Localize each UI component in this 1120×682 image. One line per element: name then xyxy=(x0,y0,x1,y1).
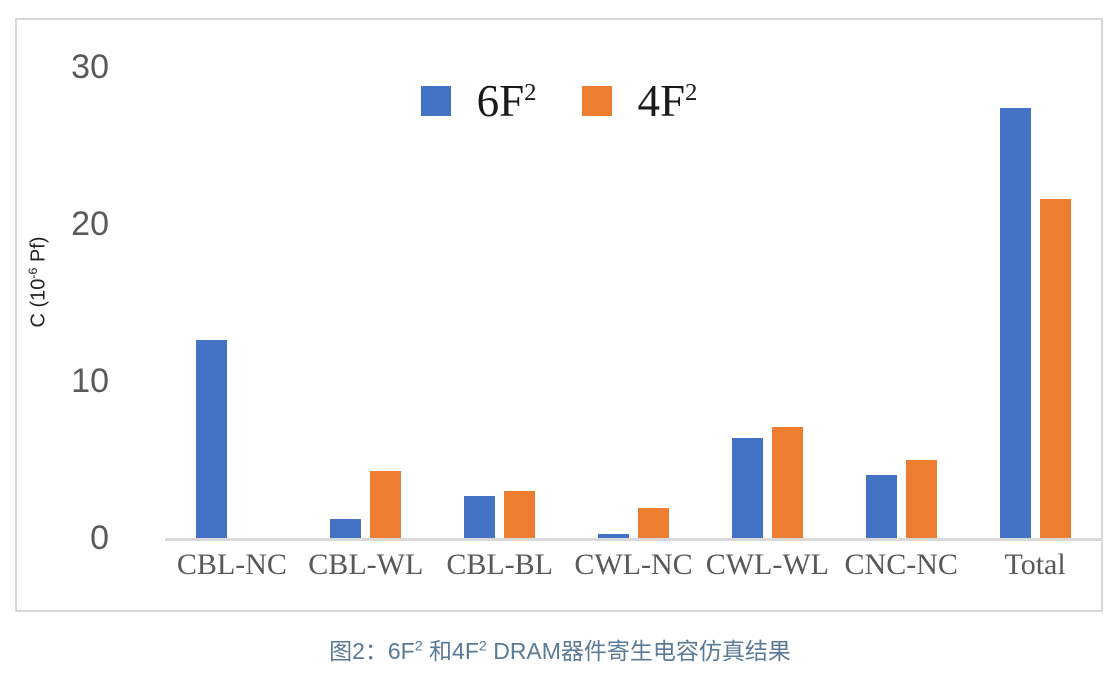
bar-group-total xyxy=(968,36,1102,538)
caption-sup-1: 2 xyxy=(414,638,423,655)
legend-swatch-6f2 xyxy=(420,86,451,116)
x-category-label-cnc-nc: CNC-NC xyxy=(844,548,958,581)
bar-group-cbl-bl xyxy=(433,36,567,538)
bar-group-cwl-nc xyxy=(567,36,701,538)
figure-caption: 图2：6F2 和4F2 DRAM器件寄生电容仿真结果 xyxy=(0,638,1120,666)
bar-4f2-cwl-wl xyxy=(771,426,803,538)
caption-suffix: DRAM器件寄生电容仿真结果 xyxy=(486,638,791,664)
bar-4f2-cwl-nc xyxy=(638,508,669,538)
x-axis-labels: CBL-NC CBL-WL CBL-BL CWL-NC CWL-WL CNC-NC Tota… xyxy=(165,548,1102,581)
x-category-label-cbl-wl: CBL-WL xyxy=(308,548,424,581)
bar-6f2-total xyxy=(999,108,1031,538)
bar-4f2-cbl-bl xyxy=(504,490,536,538)
y-tick-label-10: 10 xyxy=(71,362,109,401)
bar-4f2-cbl-wl xyxy=(370,470,402,538)
caption-prefix: 图2：6F xyxy=(329,638,415,664)
x-category-label-total: Total xyxy=(1004,548,1066,581)
legend-item-6f2: 6F2 xyxy=(420,75,537,126)
bar-6f2-cwl-wl xyxy=(731,437,763,538)
y-axis-title-unit: Pf) xyxy=(27,236,50,268)
plot-area xyxy=(165,36,1102,541)
y-axis-title-text: C (10 xyxy=(27,278,50,328)
bar-group-cbl-nc xyxy=(165,36,299,538)
legend-label: 4F2 xyxy=(637,75,698,126)
y-axis-title: C (10-6 Pf) xyxy=(26,197,52,367)
x-category-label-cbl-bl: CBL-BL xyxy=(446,548,553,581)
legend-item-4f2: 4F2 xyxy=(581,75,698,126)
caption-sup-2: 2 xyxy=(478,638,487,655)
bar-6f2-cbl-wl xyxy=(330,519,362,538)
y-tick-label-20: 20 xyxy=(71,205,109,244)
caption-mid: 和4F xyxy=(422,638,479,664)
x-category-label-cwl-nc: CWL-NC xyxy=(574,548,693,581)
legend-swatch-4f2 xyxy=(581,86,612,116)
bar-group-cwl-wl xyxy=(700,36,834,538)
bar-4f2-cnc-nc xyxy=(905,459,937,538)
legend-label: 6F2 xyxy=(476,75,537,126)
bar-group-cnc-nc xyxy=(834,36,968,538)
bar-6f2-cbl-nc xyxy=(196,340,228,538)
y-tick-label-0: 0 xyxy=(90,519,109,557)
x-category-label-cwl-wl: CWL-WL xyxy=(705,548,829,581)
chart-legend: 6F2 4F2 xyxy=(17,78,1101,124)
y-tick-label-30: 30 xyxy=(71,48,109,87)
chart-frame: 6F2 4F2 C (10-6 Pf) 0 10 20 30 CBL-NC CBL-WL C… xyxy=(15,18,1103,612)
bar-group-cbl-wl xyxy=(299,36,433,538)
bar-6f2-cwl-nc xyxy=(598,534,629,538)
bar-4f2-total xyxy=(1039,199,1071,538)
bar-6f2-cbl-bl xyxy=(464,495,496,538)
y-axis-title-exponent: -6 xyxy=(26,267,40,279)
bar-6f2-cnc-nc xyxy=(865,475,897,538)
x-category-label-cbl-nc: CBL-NC xyxy=(176,548,287,581)
